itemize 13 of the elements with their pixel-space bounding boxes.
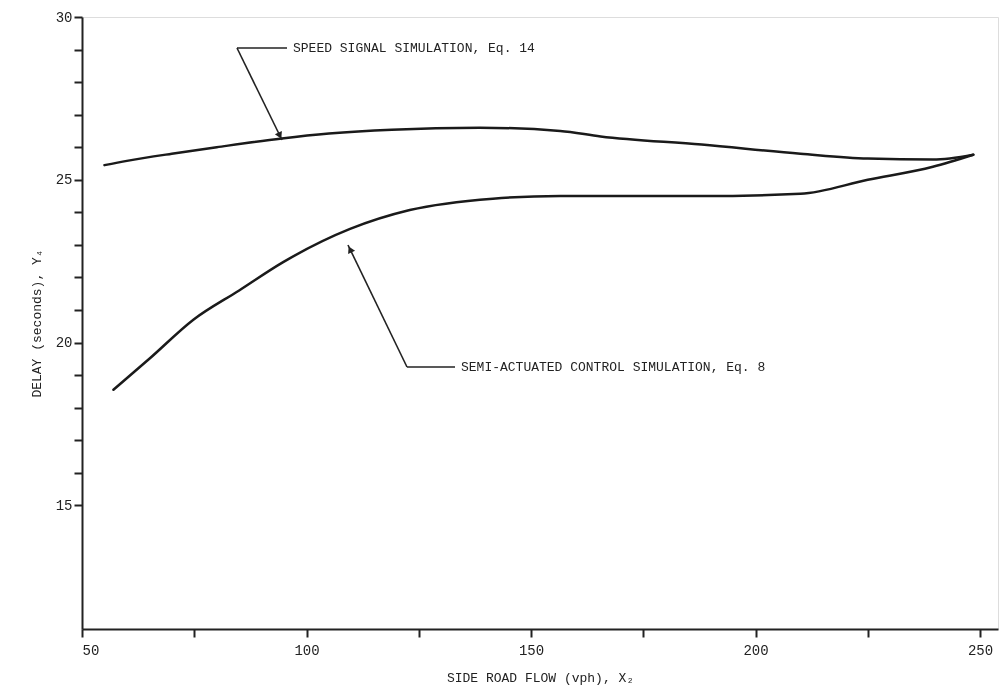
x-tick-label: 250 [967,642,994,659]
y-tick-label: 15 [55,497,73,514]
x-tick-label: 50 [82,642,100,659]
y-tick-label: 25 [55,172,73,189]
y-tick-label: 30 [55,9,73,26]
annotation: SPEED SIGNAL SIMULATION, Eq. 14 [293,41,536,56]
annotation: SEMI-ACTUATED CONTROL SIMULATION, Eq. 8 [461,360,766,375]
x-tick-label: 150 [518,642,545,659]
y-axis-title: DELAY (seconds), Y₄ [29,249,45,398]
y-tick-label: 20 [55,335,73,352]
x-axis-title: SIDE ROAD FLOW (vph), X₂ [446,670,635,686]
x-tick-label: 200 [743,642,769,659]
x-tick-label: 100 [294,642,320,659]
